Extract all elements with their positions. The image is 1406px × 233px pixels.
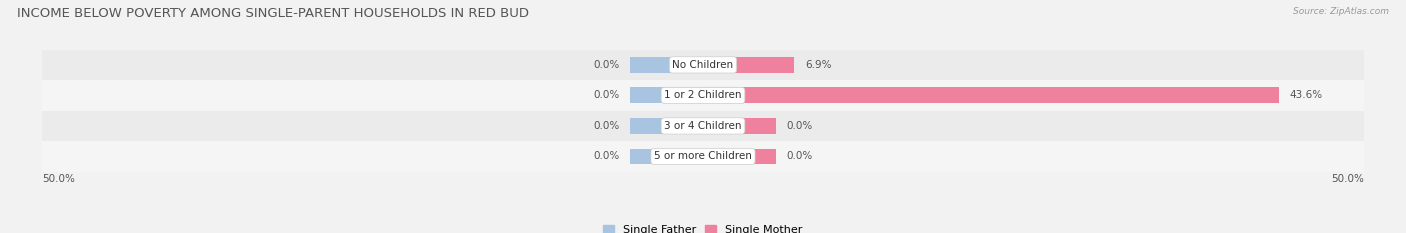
- Text: 1 or 2 Children: 1 or 2 Children: [664, 90, 742, 100]
- Text: 0.0%: 0.0%: [593, 90, 620, 100]
- Text: 0.0%: 0.0%: [786, 121, 813, 131]
- Bar: [703, 148, 776, 164]
- Text: 6.9%: 6.9%: [804, 60, 831, 70]
- Text: 5 or more Children: 5 or more Children: [654, 151, 752, 161]
- Text: 50.0%: 50.0%: [1331, 174, 1364, 184]
- Bar: [703, 87, 1279, 103]
- Legend: Single Father, Single Mother: Single Father, Single Mother: [599, 220, 807, 233]
- Text: INCOME BELOW POVERTY AMONG SINGLE-PARENT HOUSEHOLDS IN RED BUD: INCOME BELOW POVERTY AMONG SINGLE-PARENT…: [17, 7, 529, 20]
- Text: 0.0%: 0.0%: [593, 121, 620, 131]
- Bar: [703, 118, 776, 134]
- Bar: [703, 57, 794, 73]
- Text: Source: ZipAtlas.com: Source: ZipAtlas.com: [1294, 7, 1389, 16]
- Bar: [630, 87, 703, 103]
- Bar: [42, 50, 1364, 80]
- Text: 43.6%: 43.6%: [1289, 90, 1323, 100]
- Bar: [630, 118, 703, 134]
- Bar: [630, 57, 703, 73]
- Text: No Children: No Children: [672, 60, 734, 70]
- Bar: [42, 80, 1364, 111]
- Text: 0.0%: 0.0%: [786, 151, 813, 161]
- Text: 50.0%: 50.0%: [42, 174, 75, 184]
- Text: 0.0%: 0.0%: [593, 60, 620, 70]
- Bar: [42, 111, 1364, 141]
- Text: 3 or 4 Children: 3 or 4 Children: [664, 121, 742, 131]
- Bar: [42, 141, 1364, 172]
- Bar: [630, 148, 703, 164]
- Text: 0.0%: 0.0%: [593, 151, 620, 161]
